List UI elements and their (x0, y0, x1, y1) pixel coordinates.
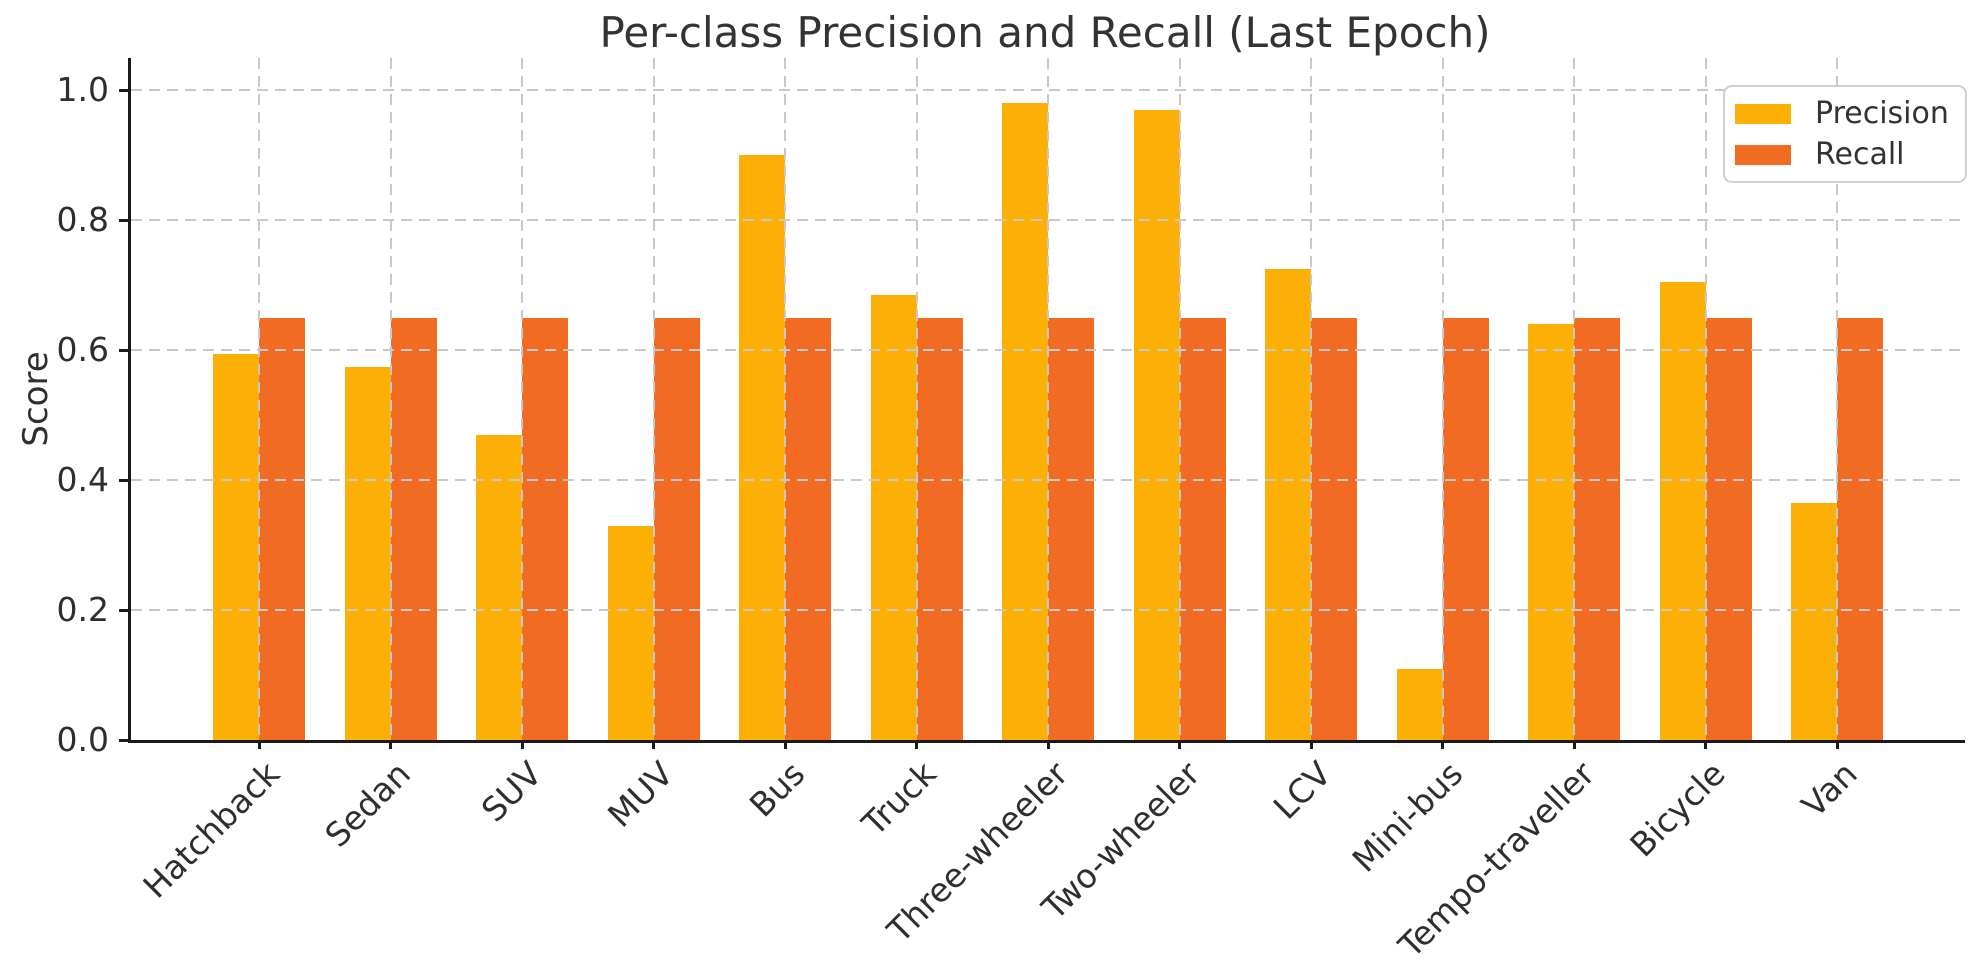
bar-recall-lcv (1311, 317, 1357, 740)
xtick-label-text: LCV (1265, 754, 1339, 827)
xtick-label-text: Van (1793, 754, 1865, 825)
gridline-x-suv (521, 58, 523, 740)
gridline-x-bus (784, 58, 786, 740)
gridline-x-sedan (389, 58, 392, 740)
bar-recall-bus (785, 317, 831, 740)
xtick-label-text: Truck (854, 754, 945, 844)
bar-precision-bus (739, 155, 785, 740)
xtick-label-text: Hatchback (134, 754, 287, 906)
bar-recall-three-wheeler (1048, 317, 1094, 740)
bar-precision-truck (870, 295, 917, 740)
xtick-mark-hatchback (257, 740, 261, 749)
gridline-x-hatchback (258, 58, 260, 740)
ytick-label-1.0: 1.0 (56, 70, 109, 110)
bar-precision-three-wheeler (1002, 103, 1048, 740)
legend-label-precision: Precision (1815, 96, 1949, 131)
gridline-x-truck (915, 58, 918, 740)
xtick-label-text: Mini-bus (1344, 754, 1471, 880)
bar-precision-lcv (1265, 269, 1311, 740)
xtick-mark-lcv (1309, 740, 1313, 749)
bar-recall-sedan (390, 317, 437, 740)
bar-recall-van (1837, 317, 1883, 740)
bar-recall-tempo-traveller (1574, 317, 1620, 740)
bar-precision-suv (476, 434, 522, 740)
xtick-mark-truck (915, 740, 918, 749)
bar-recall-hatchback (259, 317, 305, 740)
ytick-mark-0.0 (119, 738, 128, 742)
bar-precision-tempo-traveller (1528, 324, 1574, 740)
xtick-mark-three-wheeler (1046, 740, 1050, 749)
bar-precision-sedan (344, 366, 391, 740)
legend: Precision Recall (1723, 85, 1967, 183)
gridline-x-tempo-traveller (1573, 58, 1575, 740)
ytick-label-0.4: 0.4 (56, 460, 109, 500)
legend-swatch-recall (1735, 144, 1791, 165)
xtick-label-text: MUV (600, 754, 682, 835)
bar-precision-hatchback (213, 353, 259, 740)
ytick-label-0.0: 0.0 (56, 720, 109, 759)
xtick-mark-bicycle (1704, 740, 1707, 749)
legend-item-precision: Precision (1735, 98, 1949, 129)
xtick-mark-sedan (389, 740, 392, 749)
legend-swatch-precision (1735, 103, 1791, 124)
ytick-label-0.8: 0.8 (56, 200, 109, 240)
xtick-label-text: Bicycle (1622, 754, 1734, 865)
xtick-mark-two-wheeler (1178, 740, 1181, 749)
gridline-x-van (1836, 58, 1838, 740)
xtick-label-text: Bus (742, 754, 813, 825)
xtick-mark-muv (652, 740, 655, 749)
gridline-x-muv (652, 58, 655, 740)
bar-precision-mini-bus (1396, 668, 1443, 740)
bar-precision-two-wheeler (1133, 109, 1180, 740)
bar-recall-mini-bus (1442, 317, 1489, 740)
xtick-mark-tempo-traveller (1572, 740, 1576, 749)
ytick-mark-0.6 (119, 348, 128, 352)
ytick-mark-0.8 (119, 218, 128, 222)
ytick-mark-0.4 (119, 478, 128, 482)
xtick-label-text: Sedan (317, 754, 419, 855)
legend-item-recall: Recall (1735, 139, 1949, 170)
bar-recall-truck (916, 317, 963, 740)
legend-label-recall: Recall (1815, 137, 1905, 172)
gridline-x-three-wheeler (1047, 58, 1049, 740)
ytick-mark-0.2 (119, 608, 128, 612)
bar-precision-van (1791, 502, 1837, 740)
chart-title: Per-class Precision and Recall (Last Epo… (599, 8, 1491, 57)
gridline-x-two-wheeler (1178, 58, 1181, 740)
xtick-mark-suv (520, 740, 524, 749)
xtick-label-text: SUV (474, 754, 550, 830)
bar-precision-muv (607, 525, 654, 740)
gridline-x-lcv (1310, 58, 1312, 740)
bar-recall-suv (522, 317, 568, 740)
xtick-mark-mini-bus (1441, 740, 1444, 749)
ytick-label-0.2: 0.2 (56, 590, 109, 630)
gridline-x-mini-bus (1441, 58, 1444, 740)
xtick-mark-van (1835, 740, 1839, 749)
ytick-mark-1.0 (119, 88, 128, 92)
gridline-x-bicycle (1704, 58, 1707, 740)
bar-recall-two-wheeler (1179, 317, 1226, 740)
bar-recall-bicycle (1705, 317, 1752, 740)
plot-area: 0.0 0.2 0.4 0.6 0.8 1.0 Hatchback Sedan SUV MUV Bu… (57, 58, 1965, 965)
ytick-label-0.6: 0.6 (56, 330, 109, 370)
bar-recall-muv (653, 317, 700, 740)
xtick-mark-bus (783, 740, 787, 749)
bar-precision-bicycle (1659, 282, 1706, 740)
